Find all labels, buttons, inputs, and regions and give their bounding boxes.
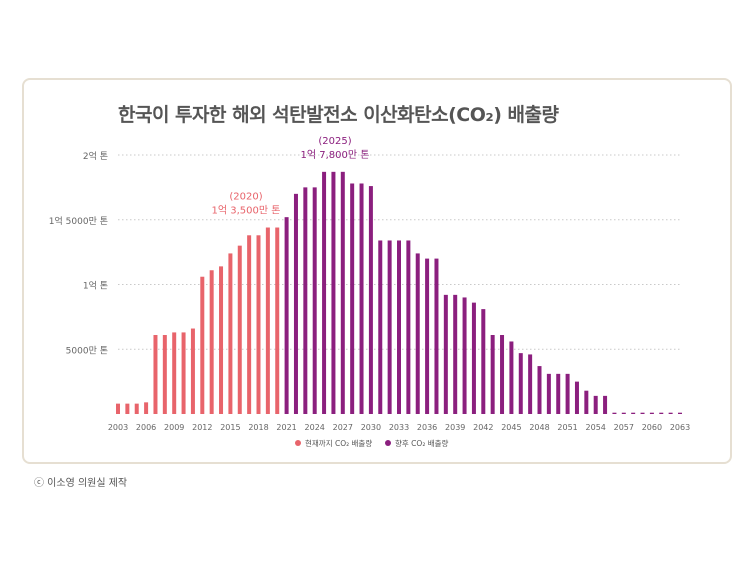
- bar-future: [509, 341, 514, 414]
- bar-current: [116, 403, 120, 414]
- bar-future: [603, 395, 608, 414]
- bar-current: [162, 335, 167, 414]
- bar-future: [481, 309, 486, 414]
- bar-current: [144, 402, 149, 414]
- bar-future: [546, 373, 551, 414]
- bar-future: [387, 240, 392, 414]
- bar-future: [322, 171, 327, 414]
- x-tick-label: 2033: [389, 423, 409, 432]
- bar-future: [471, 302, 476, 414]
- bar-future: [659, 412, 664, 414]
- bar-current: [125, 403, 130, 414]
- x-tick-label: 2048: [529, 423, 549, 432]
- bar-future: [528, 354, 533, 414]
- chart-card: [22, 78, 732, 464]
- x-tick-label: 2054: [586, 423, 606, 432]
- bar-future: [640, 412, 645, 414]
- bar-future: [293, 193, 298, 414]
- legend-marker-future: [385, 440, 391, 446]
- bar-current: [237, 245, 242, 414]
- x-tick-label: 2012: [192, 423, 212, 432]
- bar-current: [247, 235, 252, 414]
- bar-future: [556, 373, 561, 414]
- bar-future: [312, 187, 317, 414]
- legend-label: 향후 CO₂ 배출량: [395, 438, 449, 448]
- credit-text: ⓒ 이소영 의원실 제작: [34, 478, 128, 489]
- bar-future: [584, 390, 589, 414]
- x-tick-label: 2027: [333, 423, 353, 432]
- bar-future: [378, 240, 383, 414]
- bar-current: [275, 227, 280, 414]
- bar-future: [443, 294, 448, 414]
- x-tick-label: 2021: [276, 423, 296, 432]
- bar-future: [284, 217, 289, 414]
- bar-current: [209, 270, 214, 414]
- x-tick-label: 2030: [361, 423, 381, 432]
- bar-future: [574, 381, 579, 414]
- y-tick-label: 1억 톤: [83, 280, 108, 292]
- bar-future: [425, 258, 430, 414]
- bar-current: [256, 235, 261, 414]
- bar-future: [518, 353, 523, 414]
- bar-future: [434, 258, 439, 414]
- bar-future: [406, 240, 411, 414]
- bar-current: [181, 332, 186, 414]
- bar-future: [631, 412, 636, 414]
- bar-future: [368, 186, 373, 414]
- bar-future: [593, 395, 598, 414]
- bar-future: [340, 171, 345, 414]
- bar-future: [453, 294, 458, 414]
- bar-future: [490, 335, 495, 414]
- bar-future: [415, 253, 420, 414]
- x-tick-label: 2057: [614, 423, 634, 432]
- chart-title: 한국이 투자한 해외 석탄발전소 이산화탄소(CO₂) 배출량: [118, 104, 559, 126]
- x-tick-label: 2039: [445, 423, 465, 432]
- x-tick-label: 2042: [473, 423, 493, 432]
- y-tick-label: 5000만 톤: [66, 345, 108, 356]
- x-tick-label: 2009: [164, 423, 184, 432]
- bar-current: [228, 253, 233, 414]
- x-tick-label: 2045: [501, 423, 521, 432]
- bar-future: [331, 171, 336, 414]
- bar-current: [200, 276, 205, 414]
- x-tick-label: 2024: [305, 423, 325, 432]
- legend-label: 현재까지 CO₂ 배출량: [305, 438, 372, 448]
- bar-future: [649, 412, 654, 414]
- x-tick-label: 2018: [248, 423, 268, 432]
- bar-future: [565, 373, 570, 414]
- bar-current: [265, 227, 270, 414]
- bar-current: [219, 266, 224, 414]
- bar-current: [190, 328, 195, 414]
- y-tick-label: 2억 톤: [83, 150, 108, 162]
- y-tick-label: 1억 5000만 톤: [49, 215, 108, 227]
- x-tick-label: 2006: [136, 423, 156, 432]
- legend-marker-current: [295, 440, 301, 446]
- bar-future: [359, 183, 364, 414]
- bar-future: [621, 412, 626, 414]
- x-tick-label: 2051: [557, 423, 577, 432]
- annotation-label: (2020): [229, 192, 262, 203]
- bar-future: [462, 297, 467, 414]
- bar-current: [172, 332, 177, 414]
- x-tick-label: 2003: [108, 423, 128, 432]
- bar-future: [350, 183, 355, 414]
- bar-future: [537, 366, 542, 414]
- annotation-label: 1억 3,500만 톤: [212, 205, 281, 217]
- bar-future: [397, 240, 401, 414]
- bar-future: [500, 335, 505, 414]
- x-tick-label: 2036: [417, 423, 437, 432]
- bar-future: [668, 412, 673, 414]
- bar-future: [303, 187, 308, 414]
- x-tick-label: 2015: [220, 423, 240, 432]
- bar-future: [678, 412, 682, 414]
- x-tick-label: 2060: [642, 423, 662, 432]
- x-tick-label: 2063: [670, 423, 690, 432]
- annotation-label: 1억 7,800만 톤: [301, 149, 370, 161]
- bar-future: [612, 412, 617, 414]
- annotation-label: (2025): [318, 136, 351, 147]
- bar-current: [153, 335, 158, 414]
- bar-current: [134, 403, 139, 414]
